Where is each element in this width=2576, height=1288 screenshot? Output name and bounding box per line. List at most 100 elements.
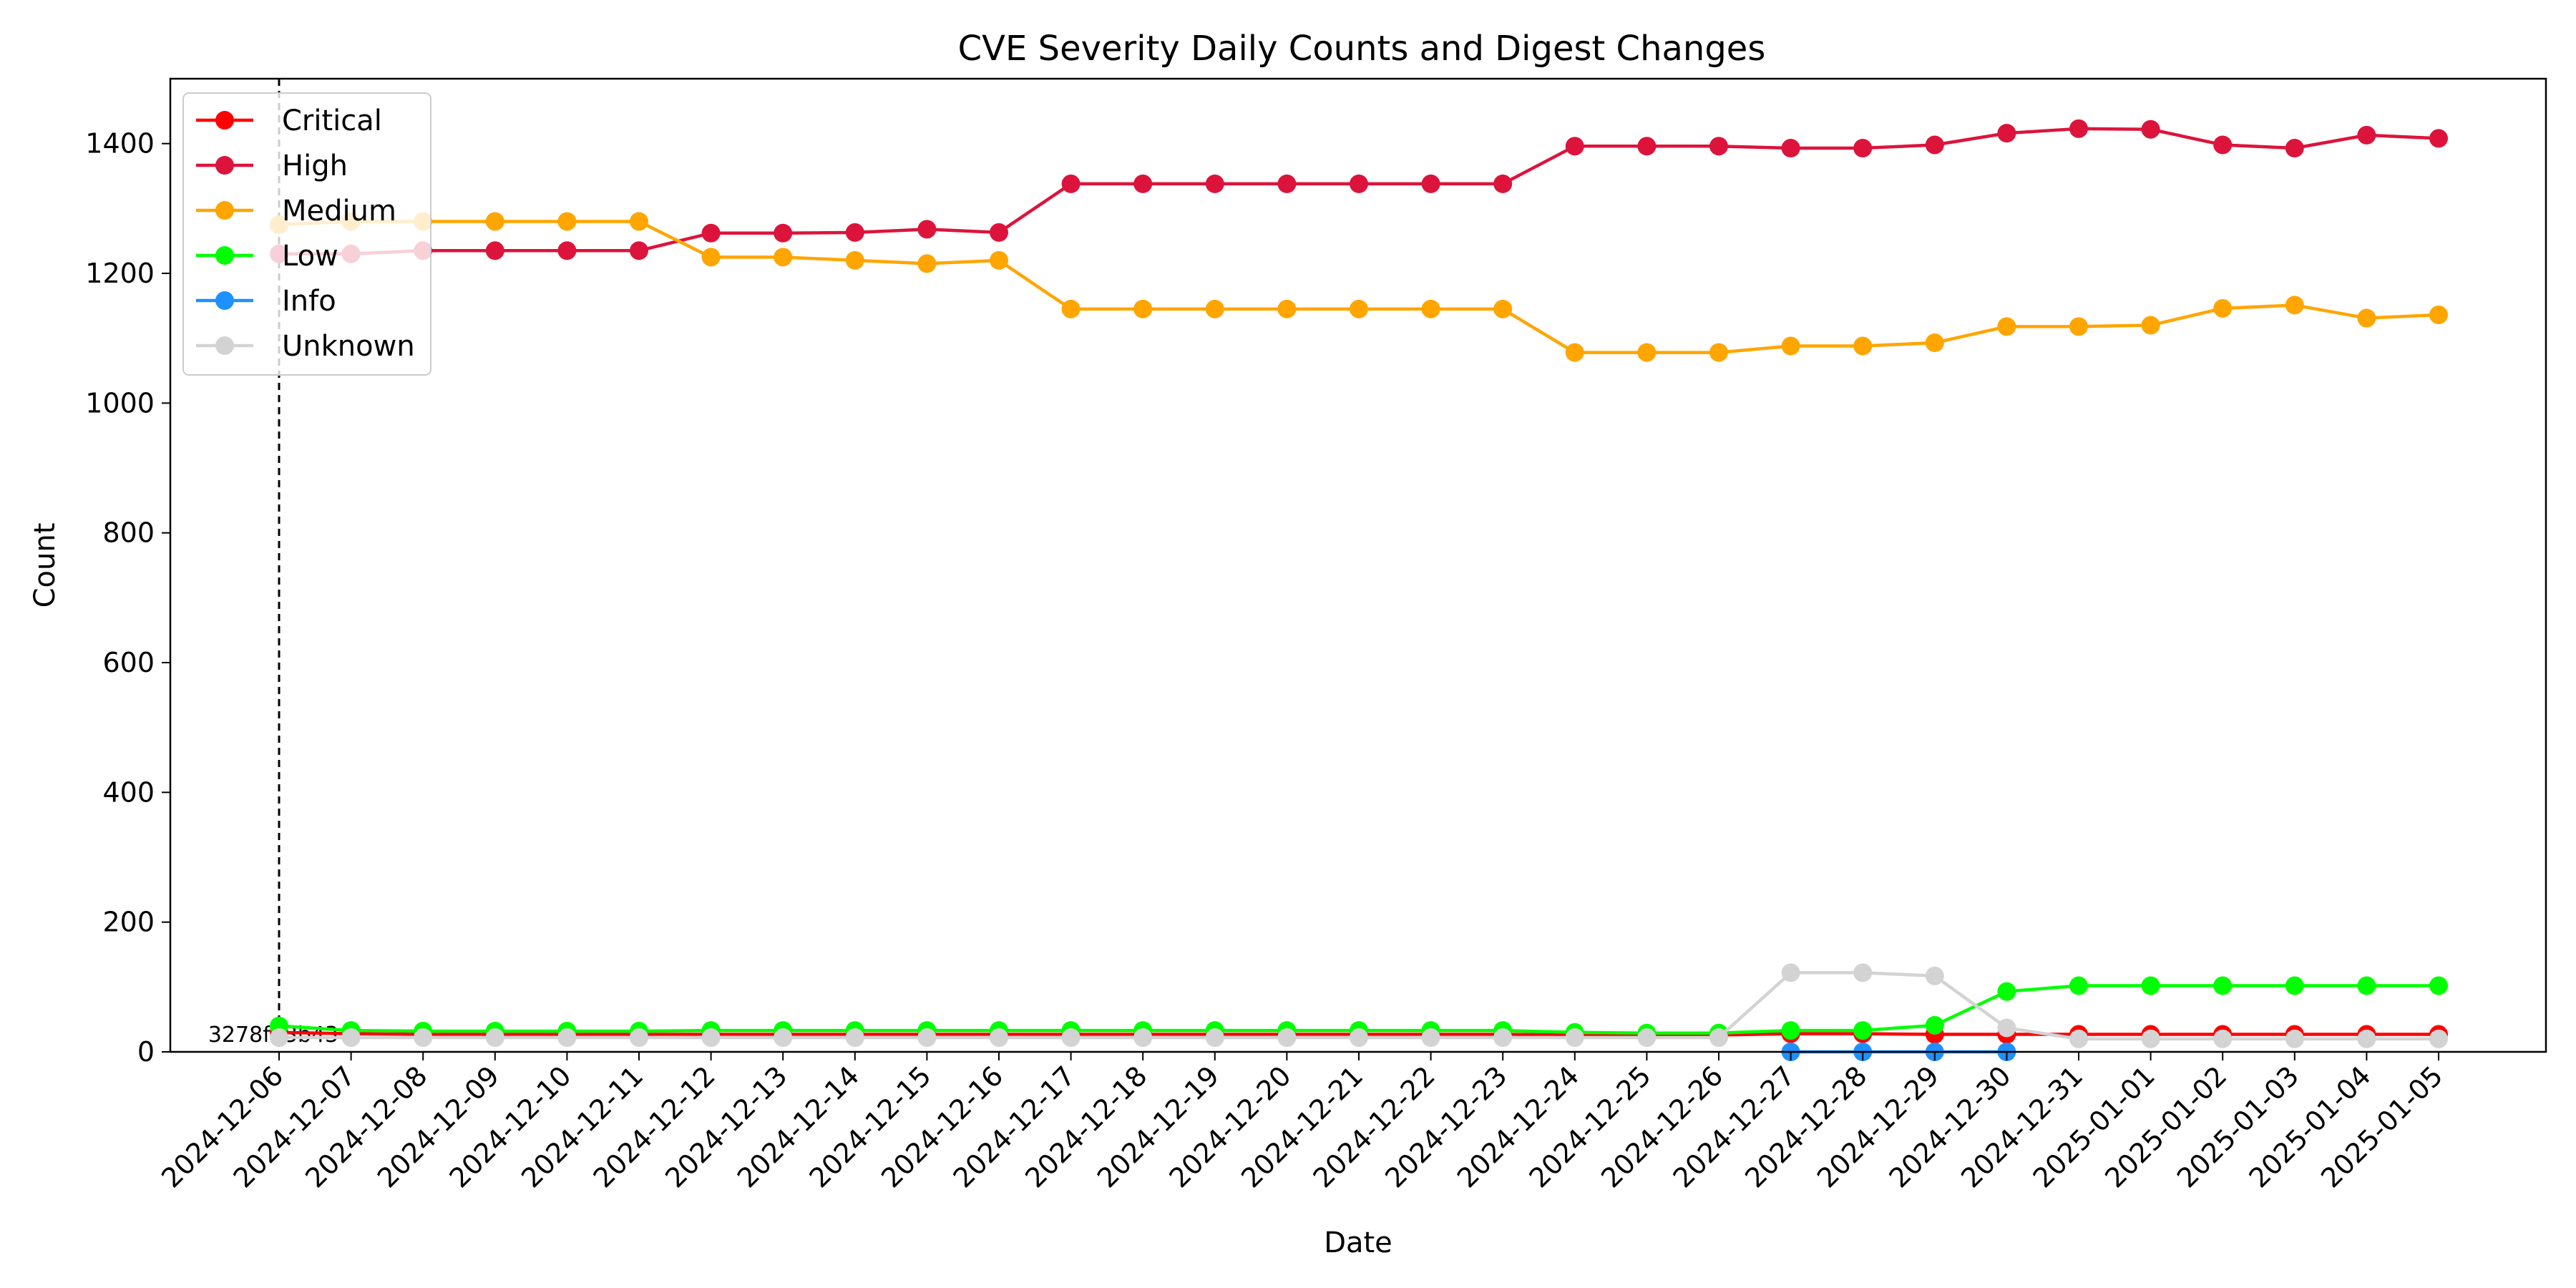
data-point-medium	[2141, 316, 2160, 335]
legend-swatch-marker	[215, 291, 234, 310]
data-point-unknown	[2429, 1029, 2448, 1048]
data-point-high	[1853, 139, 1873, 158]
data-point-unknown	[990, 1028, 1008, 1048]
data-point-high	[1565, 137, 1584, 156]
data-point-medium	[1781, 336, 1800, 356]
data-point-high	[557, 241, 577, 260]
legend-entry: Low	[282, 240, 338, 273]
data-point-unknown	[1421, 1028, 1440, 1048]
data-point-unknown	[1277, 1028, 1297, 1048]
legend-entry: Unknown	[282, 330, 415, 363]
data-point-medium	[917, 254, 937, 273]
data-point-high	[1781, 139, 1800, 158]
y-tick-label: 1000	[85, 387, 155, 419]
legend-swatch-marker	[215, 336, 234, 355]
data-point-high	[917, 220, 937, 239]
data-point-medium	[1421, 299, 1440, 318]
data-point-unknown	[485, 1028, 504, 1048]
legend-swatch-marker	[215, 201, 234, 220]
data-point-high	[1205, 174, 1224, 193]
y-tick-label: 0	[137, 1036, 155, 1068]
data-point-medium	[630, 212, 648, 231]
data-point-unknown	[1709, 1028, 1728, 1048]
legend-box	[182, 92, 431, 376]
data-point-high	[2141, 119, 2160, 139]
data-point-medium	[2357, 308, 2376, 328]
data-point-low	[2429, 976, 2448, 995]
data-point-medium	[1709, 343, 1728, 362]
data-point-unknown	[1061, 1028, 1080, 1048]
data-point-unknown	[701, 1028, 721, 1048]
data-point-unknown	[1853, 963, 1873, 982]
data-point-unknown	[2285, 1029, 2304, 1048]
data-point-medium	[2429, 306, 2448, 325]
y-tick-label: 400	[102, 776, 155, 808]
data-point-high	[2213, 135, 2233, 155]
data-point-high	[1997, 124, 2016, 143]
data-point-medium	[2213, 298, 2233, 318]
x-axis-label: Date	[1324, 1226, 1392, 1259]
data-point-high	[485, 241, 504, 260]
data-point-high	[990, 223, 1008, 242]
legend-entry: Info	[282, 285, 336, 318]
data-point-medium	[1565, 343, 1584, 362]
data-point-medium	[1997, 317, 2016, 336]
data-point-unknown	[414, 1028, 433, 1048]
legend-swatch-marker	[215, 246, 234, 265]
data-point-medium	[1061, 299, 1080, 318]
data-point-medium	[2285, 296, 2304, 315]
y-tick-label: 200	[102, 907, 155, 938]
data-point-medium	[557, 212, 577, 231]
chart-title: CVE Severity Daily Counts and Digest Cha…	[958, 29, 1766, 69]
data-point-medium	[774, 248, 793, 267]
data-point-high	[1421, 174, 1440, 193]
data-point-unknown	[1133, 1028, 1153, 1048]
data-point-unknown	[1637, 1028, 1657, 1048]
data-point-unknown	[1493, 1028, 1513, 1048]
data-point-high	[774, 223, 793, 243]
y-axis-label: Count	[29, 523, 62, 608]
data-point-low	[2285, 976, 2304, 995]
data-point-unknown	[1925, 966, 1944, 985]
data-point-unknown	[2213, 1029, 2233, 1048]
data-point-medium	[485, 212, 504, 231]
data-point-unknown	[1565, 1028, 1584, 1048]
data-point-medium	[701, 248, 721, 267]
data-point-medium	[845, 250, 864, 270]
data-point-high	[1133, 174, 1153, 193]
data-point-unknown	[2141, 1029, 2160, 1048]
y-tick-label: 800	[102, 517, 155, 549]
y-tick-label: 600	[102, 647, 155, 678]
data-point-low	[2357, 976, 2376, 995]
data-point-high	[1061, 174, 1080, 193]
data-point-low	[1997, 982, 2016, 1001]
data-point-unknown	[557, 1028, 577, 1048]
data-point-high	[2069, 119, 2088, 138]
plot-area: 3278f73b43	[208, 79, 2448, 1061]
data-point-high	[1493, 174, 1513, 193]
data-point-medium	[1350, 299, 1368, 318]
data-point-medium	[990, 250, 1008, 270]
data-point-medium	[1493, 299, 1513, 318]
data-point-high	[2357, 125, 2376, 145]
data-point-medium	[1277, 299, 1297, 318]
data-point-unknown	[1205, 1028, 1224, 1048]
data-point-high	[1709, 137, 1728, 156]
data-point-low	[2141, 976, 2160, 995]
data-point-medium	[1205, 299, 1224, 318]
legend-swatch-marker	[215, 156, 234, 175]
legend-entry: Medium	[282, 195, 396, 228]
data-point-unknown	[341, 1028, 361, 1048]
legend-swatch-marker	[215, 111, 234, 130]
data-point-medium	[1925, 333, 1944, 353]
data-point-low	[2069, 976, 2088, 995]
data-point-unknown	[1350, 1028, 1368, 1048]
data-point-unknown	[2069, 1029, 2088, 1048]
data-point-high	[845, 223, 864, 242]
data-point-low	[1853, 1021, 1873, 1040]
data-point-high	[1350, 174, 1368, 193]
data-point-unknown	[774, 1028, 793, 1048]
data-point-unknown	[270, 1028, 288, 1048]
data-point-unknown	[1997, 1018, 2016, 1038]
